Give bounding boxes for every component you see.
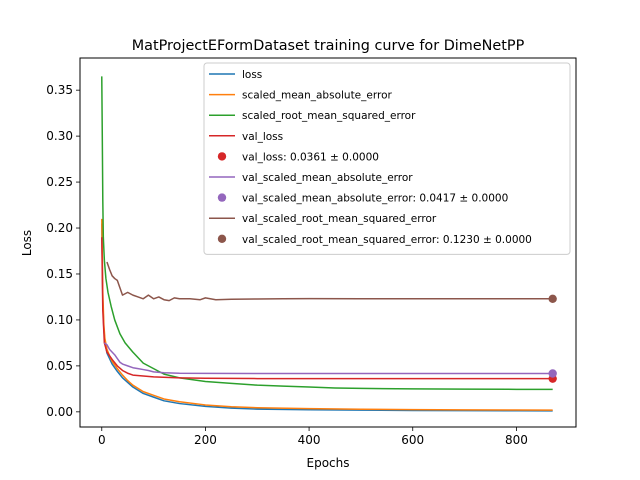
x-tick-label-4: 800 (505, 433, 528, 447)
series-line-5 (103, 342, 553, 375)
legend-label-4: val_loss: 0.0361 ± 0.0000 (242, 151, 379, 163)
y-axis-label: Loss (20, 230, 34, 256)
legend-label-2: scaled_root_mean_squared_error (242, 110, 416, 122)
series-line-3 (101, 237, 553, 380)
legend-label-7: val_scaled_root_mean_squared_error (242, 213, 437, 225)
series-layer (101, 76, 557, 412)
legend-label-3: val_loss (242, 131, 283, 143)
series-marker-8 (548, 294, 557, 303)
ticks-layer: 0 200 400 600 800 0.00 0.05 0.10 0.15 0.20 0.25 0.3… (46, 83, 528, 447)
y-tick-label-0: 0.00 (46, 405, 73, 419)
legend-label-5: val_scaled_mean_absolute_error (242, 172, 413, 184)
legend: loss scaled_mean_absolute_error scaled_roo… (203, 62, 571, 255)
plot-frame (79, 57, 577, 428)
legend-swatch-6 (217, 193, 227, 202)
series-line-7 (106, 261, 553, 302)
series-line-2 (101, 76, 553, 391)
x-tick-label-3: 600 (401, 433, 424, 447)
chart-title: MatProjectEFormDataset training curve fo… (132, 38, 525, 54)
y-tick-label-4: 0.20 (46, 221, 73, 235)
series-line-1 (101, 218, 553, 411)
legend-label-8: val_scaled_root_mean_squared_error: 0.12… (242, 234, 532, 246)
y-tick-label-5: 0.25 (46, 175, 73, 189)
legend-label-1: scaled_mean_absolute_error (242, 90, 392, 102)
x-axis-label: Epochs (307, 456, 350, 470)
series-marker-6 (548, 369, 557, 378)
y-tick-label-1: 0.05 (46, 359, 73, 373)
legend-swatch-4 (217, 152, 227, 161)
x-tick-label-1: 200 (194, 433, 217, 447)
y-tick-label-7: 0.35 (46, 83, 73, 97)
legend-box (203, 62, 571, 255)
legend-swatch-8 (217, 234, 227, 243)
x-tick-label-2: 400 (298, 433, 321, 447)
x-tick-label-0: 0 (98, 433, 106, 447)
y-tick-label-3: 0.15 (46, 267, 73, 281)
legend-label-0: loss (242, 69, 262, 81)
legend-label-6: val_scaled_mean_absolute_error: 0.0417 ±… (242, 193, 508, 205)
y-tick-label-6: 0.30 (46, 129, 73, 143)
y-tick-label-2: 0.10 (46, 313, 73, 327)
